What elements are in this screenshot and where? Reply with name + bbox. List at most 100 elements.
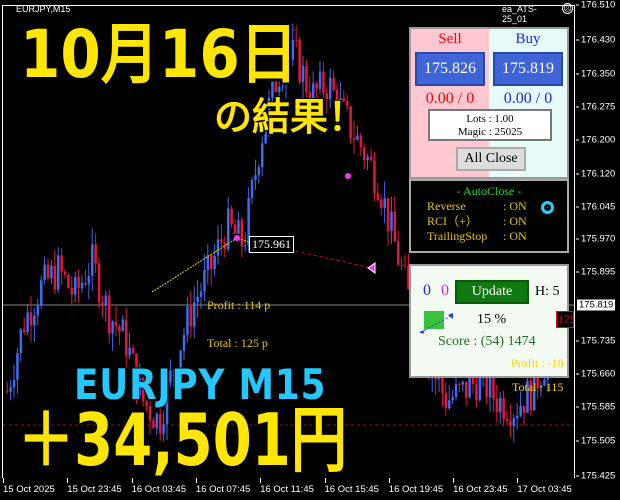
entry-marker xyxy=(345,173,351,179)
percent-value: 15 % xyxy=(477,312,507,327)
autoclose-title: - AutoClose - xyxy=(456,184,522,198)
candle-body xyxy=(220,239,223,243)
candle-body xyxy=(46,264,50,279)
candle-body xyxy=(111,321,114,334)
candle-body xyxy=(454,384,458,398)
candle-body xyxy=(274,78,278,93)
count-blue: 0 xyxy=(423,282,431,299)
chart-frame xyxy=(2,5,575,478)
candle-body xyxy=(118,326,121,332)
candle-body xyxy=(91,244,94,277)
candle-body xyxy=(193,302,196,327)
candle-body xyxy=(60,255,63,272)
candle-body xyxy=(359,135,363,148)
candle-body xyxy=(179,350,182,370)
exit-marker xyxy=(367,262,376,274)
candle-body xyxy=(271,78,274,98)
candle-body xyxy=(393,211,397,242)
candle-body xyxy=(57,255,60,290)
candle-body xyxy=(108,295,111,334)
candle-body xyxy=(468,377,471,398)
candle-body xyxy=(400,264,403,266)
profit-label: Profit : 114 p xyxy=(207,298,271,312)
candle-body xyxy=(247,197,250,246)
candle-body xyxy=(94,244,97,264)
autoclose-row: TrailingStop: ON xyxy=(411,229,567,244)
candle-body xyxy=(210,255,213,269)
price-tick: 176.045 xyxy=(576,201,615,212)
candle-body xyxy=(502,398,505,420)
price-tick: 175.585 xyxy=(576,401,615,412)
candle-body xyxy=(101,302,104,306)
overlay-result: の結果！ xyxy=(213,95,367,139)
candle-body xyxy=(142,377,145,402)
candle-body xyxy=(206,255,210,271)
all-close-button[interactable]: All Close xyxy=(456,147,526,171)
candle-body xyxy=(332,77,335,90)
candle-body xyxy=(284,69,288,87)
price-tick: 175.425 xyxy=(576,471,615,482)
price-tick: 176.275 xyxy=(576,102,615,113)
price-tick: 175.819 xyxy=(577,299,616,311)
candle-body xyxy=(407,265,410,290)
price-tick: 175.505 xyxy=(576,436,615,447)
price-tick: 176.430 xyxy=(576,34,615,45)
candle-body xyxy=(492,374,495,399)
candle-body xyxy=(278,86,281,93)
time-tick: 16 Oct 15:45 xyxy=(324,478,379,495)
candle-body xyxy=(441,377,444,393)
status-square xyxy=(424,311,444,329)
candle-body xyxy=(121,319,125,332)
candle-body xyxy=(465,381,468,398)
candle-body xyxy=(305,65,308,93)
buy-button[interactable]: 175.819 xyxy=(493,52,563,86)
candle-body xyxy=(437,377,441,380)
lots-value: Lots : 1.00 xyxy=(466,113,514,125)
candle-body xyxy=(77,277,80,289)
candle-body xyxy=(9,387,12,392)
update-button[interactable]: Update xyxy=(455,280,529,304)
candle-body xyxy=(390,211,393,231)
candle-body xyxy=(33,315,36,326)
candle-body xyxy=(233,224,237,234)
candle-body xyxy=(356,135,359,140)
candle-body xyxy=(512,418,516,427)
candle-body xyxy=(451,397,454,401)
price-tick: 176.510 xyxy=(576,0,615,11)
candle-body xyxy=(488,374,492,397)
sell-button[interactable]: 175.826 xyxy=(415,52,485,86)
candle-body xyxy=(159,413,162,434)
sad-face-icon: ☹ xyxy=(562,3,573,14)
candle-body xyxy=(87,276,91,285)
candle-body xyxy=(84,282,87,285)
autoclose-panel: - AutoClose - Reverse: ON RCI（+）: ON Tra… xyxy=(409,179,569,253)
sell-pl: 0.00 / 0 xyxy=(425,90,475,107)
candle-body xyxy=(397,241,400,265)
candle-body xyxy=(539,385,543,389)
candle-body xyxy=(169,370,172,383)
candle-body xyxy=(165,382,169,425)
candle-body xyxy=(352,137,356,140)
price-tick: 175.735 xyxy=(576,336,615,347)
time-tick: 16 Oct 19:45 xyxy=(388,478,444,495)
row-label: RCI（+） xyxy=(427,214,478,228)
candle-body xyxy=(19,329,23,353)
candle-body xyxy=(373,160,376,194)
candle-body xyxy=(230,208,233,225)
candle-body xyxy=(499,398,502,413)
lots-magic-box: Lots : 1.00 Magic : 25025 xyxy=(428,109,552,141)
toggle-indicator-icon[interactable] xyxy=(541,201,554,214)
buy-label: Buy xyxy=(515,31,541,47)
candle-body xyxy=(227,208,230,250)
candle-body xyxy=(478,370,482,401)
trend-arrow-icon xyxy=(419,313,454,334)
candle-body xyxy=(505,419,509,422)
candle-body xyxy=(196,296,199,303)
candle-body xyxy=(386,198,390,231)
candle-body xyxy=(16,352,19,380)
candle-body xyxy=(199,291,203,297)
candle-body xyxy=(349,106,352,138)
candle-body xyxy=(162,424,165,434)
candle-body xyxy=(145,401,148,406)
candle-body xyxy=(295,39,298,41)
